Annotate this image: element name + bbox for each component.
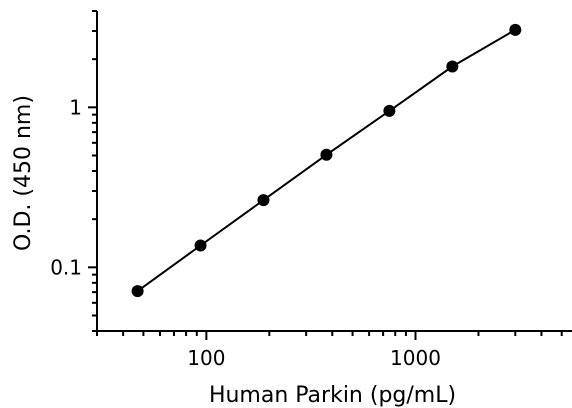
x-axis-title: Human Parkin (pg/mL)	[209, 383, 456, 408]
data-point	[257, 194, 270, 207]
data-point	[320, 148, 333, 161]
series	[131, 23, 522, 298]
y-tick-label: 1	[69, 95, 82, 119]
data-point	[383, 104, 396, 117]
x-tick-label: 1000	[390, 346, 441, 370]
y-axis: 0.11	[50, 10, 98, 332]
data-point	[194, 239, 207, 252]
x-tick-label: 100	[187, 346, 225, 370]
y-tick-label: 0.1	[50, 255, 82, 279]
data-point	[509, 23, 522, 36]
data-point	[446, 60, 459, 73]
y-axis-title: O.D. (450 nm)	[11, 95, 36, 251]
x-axis: 100 1000	[96, 330, 572, 370]
data-point	[131, 285, 144, 298]
